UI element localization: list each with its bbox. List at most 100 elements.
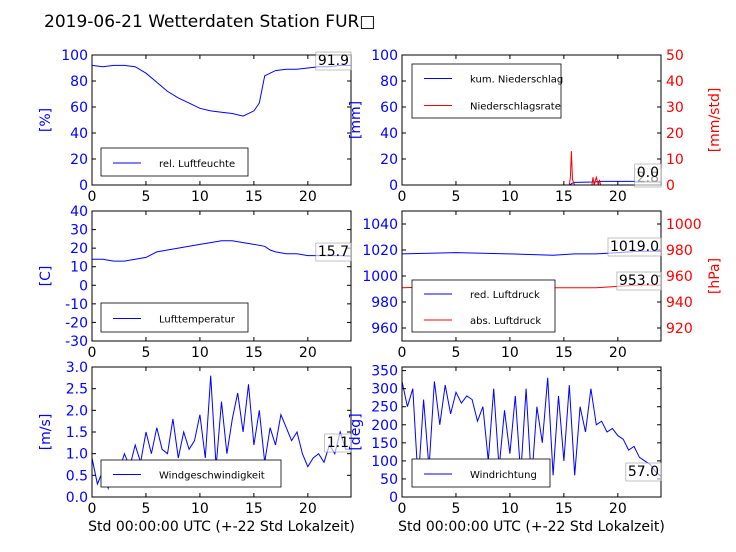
plot-frame (401, 54, 662, 186)
x-tick-label: 10 (191, 345, 209, 361)
y-tick-label: 20 (70, 152, 88, 168)
y-axis-label: [deg] (348, 413, 364, 450)
x-tick-label: 5 (141, 501, 150, 517)
y2-tick-label: 1000 (666, 217, 702, 233)
legend-label: kum. Niederschlag (470, 75, 563, 86)
last-value-label: 1019.0 (610, 239, 659, 255)
y2-axis-label: [mm/std] (707, 88, 723, 153)
chart-panel-top-left: 0 5 10 15 20 0 20 40 60 80 100 [%] rel. Luftfeuchte 9… (38, 48, 352, 205)
legend-label: Niederschlagsrate (470, 102, 561, 113)
y-tick-label: 2.5 (66, 382, 88, 398)
x-tick-label: 15 (245, 501, 263, 517)
series-line-1 (91, 375, 351, 491)
y2-tick-label: 940 (666, 295, 693, 311)
y-tick-label: 1.0 (66, 447, 88, 463)
y-tick-label: 60 (380, 100, 398, 116)
legend-label: rel. Luftfeuchte (159, 159, 235, 170)
y-tick-label: 350 (371, 364, 398, 380)
y-tick-label: 0.0 (66, 490, 88, 506)
chart-panel-middle-right: 0 5 10 15 20 960 980 1000 1020 1040 920 940 960 980 10… (362, 210, 723, 361)
y-tick-label: 1000 (362, 269, 398, 285)
legend-box (411, 63, 562, 119)
x-tick-label: 15 (245, 189, 263, 205)
legend-label: Lufttemperatur (159, 315, 236, 326)
x-tick-label: 10 (501, 189, 519, 205)
y-tick-label: -10 (65, 297, 88, 313)
x-tick-label: 10 (191, 501, 209, 517)
y-axis-label: [%] (38, 108, 54, 132)
y-tick-label: -30 (65, 334, 88, 350)
last-value-label: 91.9 (318, 53, 349, 69)
legend: rel. Luftfeuchte (100, 147, 249, 177)
y-tick-label: 0 (79, 178, 88, 194)
y-tick-label: 250 (371, 400, 398, 416)
y-tick-label: 0 (79, 278, 88, 294)
legend: Lufttemperatur (100, 302, 249, 333)
y-tick-label: 50 (380, 472, 398, 488)
legend-label: Windrichtung (470, 470, 537, 481)
y-tick-label: 980 (371, 295, 398, 311)
y-tick-label: 960 (371, 321, 398, 337)
y-tick-label: 200 (371, 418, 398, 434)
x-tick-label: 0 (398, 345, 407, 361)
y-tick-label: 20 (70, 241, 88, 257)
last-value-box (625, 462, 662, 482)
y-tick-label: 10 (70, 260, 88, 276)
y-axis-label: [mm] (348, 101, 364, 139)
y-tick-label: 60 (70, 100, 88, 116)
legend: Windgeschwindigkeit (100, 459, 282, 488)
legend-label: red. Luftdruck (470, 290, 540, 301)
x-tick-label: 20 (609, 189, 627, 205)
x-tick-label: 15 (245, 345, 263, 361)
y-tick-label: 0.5 (66, 468, 88, 484)
y2-tick-label: 30 (666, 100, 684, 116)
legend-box (411, 458, 551, 488)
y-tick-label: 100 (371, 48, 398, 64)
last-value-label: 953.0 (619, 273, 659, 289)
last-value-label: 1.1 (327, 435, 349, 451)
series-line-1 (91, 64, 351, 117)
y-tick-label: 40 (380, 126, 398, 142)
x-tick-label: 10 (501, 345, 519, 361)
y2-tick-label: 980 (666, 243, 693, 259)
y-axis-label: [m/s] (38, 414, 54, 451)
y-tick-label: 30 (70, 223, 88, 239)
x-axis-label: Std 00:00:00 UTC (+-22 Std Lokalzeit) (88, 519, 355, 535)
series-line-1 (92, 240, 352, 262)
y-tick-label: 40 (70, 204, 88, 220)
plot-frame (91, 54, 352, 186)
legend: red. Luftdruck abs. Luftdruck (411, 279, 556, 333)
legend: kum. Niederschlag Niederschlagsrate (411, 63, 563, 119)
y2-tick-label: 0 (666, 178, 675, 194)
x-tick-label: 10 (501, 501, 519, 517)
y2-tick-label: 40 (666, 74, 684, 90)
y-tick-label: 1040 (362, 217, 398, 233)
x-tick-label: 20 (299, 345, 317, 361)
x-tick-label: 20 (299, 501, 317, 517)
x-tick-label: 20 (609, 501, 627, 517)
legend-box (100, 302, 249, 333)
y-tick-label: 150 (371, 436, 398, 452)
y-tick-label: 0 (389, 490, 398, 506)
last-value-box (634, 163, 662, 183)
y-tick-label: 1.5 (66, 425, 88, 441)
y-tick-label: 3.0 (66, 360, 88, 376)
x-tick-label: 5 (141, 189, 150, 205)
last-value-box (324, 433, 352, 453)
legend: Windrichtung (411, 458, 551, 488)
y2-tick-label: 50 (666, 48, 684, 64)
legend-box (100, 147, 249, 177)
chart-panel-bottom-left: 0 5 10 15 20 0.0 0.5 1.0 1.5 2.0 2.5 3.0 [m/s] Std 00… (38, 360, 355, 535)
x-axis-label: Std 00:00:00 UTC (+-22 Std Lokalzeit) (398, 519, 665, 535)
x-tick-label: 0 (398, 189, 407, 205)
y-tick-label: 20 (380, 152, 398, 168)
y-tick-label: 100 (371, 454, 398, 470)
plot-frame (91, 210, 352, 342)
x-tick-label: 0 (88, 501, 97, 517)
x-tick-label: 0 (88, 189, 97, 205)
last-value-box (607, 237, 662, 257)
x-tick-label: 15 (555, 345, 573, 361)
legend-box (100, 459, 282, 488)
y-tick-label: 80 (380, 74, 398, 90)
